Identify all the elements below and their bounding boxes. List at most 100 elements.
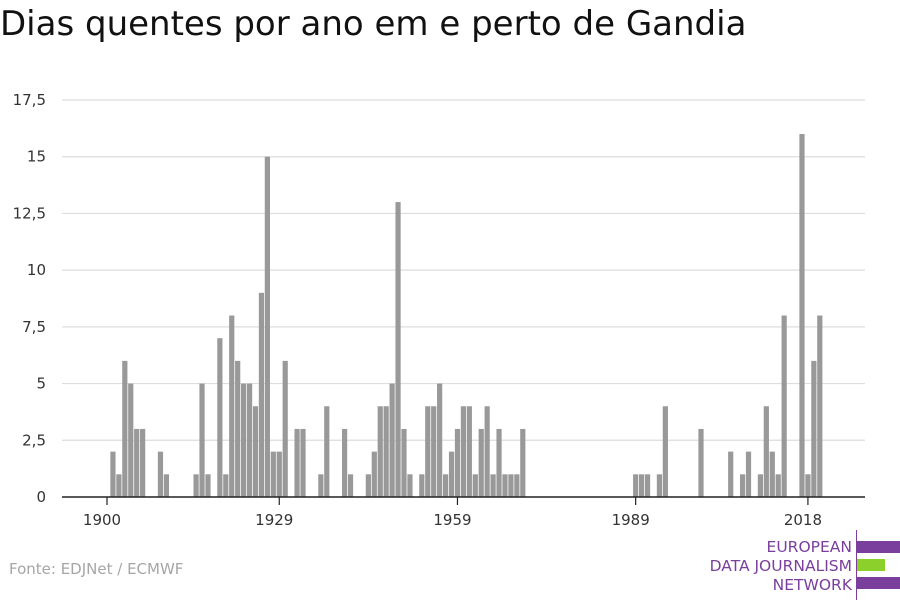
- bar-2005: [728, 451, 734, 497]
- bar-2011: [763, 406, 769, 497]
- logo-bar-bottom: [857, 577, 900, 589]
- bar-1966: [496, 428, 502, 497]
- bar-1970: [520, 428, 526, 497]
- bar-1941: [347, 474, 354, 497]
- bar-1962: [472, 474, 478, 497]
- bar-1994: [662, 406, 668, 497]
- bar-2008: [745, 451, 752, 497]
- bar-1954: [425, 406, 431, 497]
- bar-1989: [633, 474, 639, 497]
- chart-title: Dias quentes por ano em e perto de Gandi…: [0, 4, 747, 44]
- bar-1924: [246, 383, 253, 497]
- bar-2014: [781, 315, 787, 497]
- edjnet-logo: EUROPEAN DATA JOURNALISM NETWORK: [700, 530, 900, 600]
- bar-1960: [460, 406, 466, 497]
- logo-divider: [856, 530, 857, 600]
- bar-1961: [466, 406, 472, 497]
- bar-1925: [252, 406, 259, 497]
- bar-1915: [193, 474, 199, 497]
- bar-1901: [110, 451, 116, 497]
- logo-line-3: NETWORK: [772, 576, 852, 594]
- x-tick-label: 2018: [784, 511, 822, 529]
- bar-1950: [401, 428, 407, 497]
- source-note: Fonte: EDJNet / ECMWF: [9, 560, 184, 578]
- bar-1948: [389, 383, 395, 497]
- bar-1946: [377, 406, 383, 497]
- bar-1917: [205, 474, 211, 497]
- bar-2007: [739, 474, 746, 497]
- bar-1947: [383, 406, 389, 497]
- bar-2019: [811, 360, 817, 497]
- bars: [110, 134, 823, 498]
- bar-1922: [235, 360, 241, 497]
- bar-1991: [644, 474, 651, 497]
- y-tick-label: 17,5: [13, 91, 46, 109]
- bar-1932: [294, 428, 300, 497]
- bar-2020: [817, 315, 823, 497]
- bar-1957: [442, 474, 449, 497]
- bar-1921: [229, 315, 235, 497]
- bar-1933: [300, 428, 306, 497]
- bar-1993: [656, 474, 663, 497]
- bar-1916: [199, 383, 205, 497]
- bar-1940: [342, 428, 348, 497]
- y-tick-label: 2,5: [22, 431, 46, 449]
- logo-bar-middle: [857, 559, 885, 571]
- x-tick-label: 1959: [433, 511, 471, 529]
- bar-2000: [698, 428, 704, 497]
- bar-1937: [324, 406, 330, 497]
- bar-1990: [639, 474, 645, 497]
- y-axis-labels: 0 2,5 5 7,5 10 12,5 15 17,5: [13, 91, 46, 506]
- y-tick-label: 5: [36, 375, 46, 393]
- bar-1923: [241, 383, 247, 497]
- bar-1945: [371, 451, 377, 497]
- gridlines: [62, 99, 865, 441]
- bar-1956: [437, 383, 443, 497]
- bar-1926: [258, 292, 265, 497]
- bar-1964: [484, 406, 490, 497]
- y-tick-label: 7,5: [22, 318, 46, 336]
- bar-1944: [365, 474, 371, 497]
- x-tick-label: 1989: [612, 511, 650, 529]
- bar-2012: [769, 451, 775, 497]
- bar-1930: [282, 360, 288, 497]
- bar-1965: [490, 474, 496, 497]
- bar-1949: [395, 202, 401, 498]
- bar-1928: [270, 451, 276, 497]
- logo-text: EUROPEAN DATA JOURNALISM NETWORK: [710, 538, 852, 595]
- y-tick-label: 0: [36, 488, 46, 506]
- bar-1967: [502, 474, 508, 497]
- bar-1963: [478, 428, 484, 497]
- bar-1951: [407, 474, 413, 497]
- bar-1958: [448, 451, 455, 497]
- bar-1929: [276, 451, 282, 497]
- bar-1909: [157, 451, 164, 497]
- bar-2017: [799, 134, 805, 497]
- bar-1902: [116, 474, 122, 497]
- logo-line-1: EUROPEAN: [766, 538, 852, 556]
- bar-1920: [223, 474, 229, 497]
- logo-line-2: DATA JOURNALISM: [709, 557, 852, 575]
- bar-1936: [318, 474, 324, 497]
- bar-1969: [514, 474, 520, 497]
- bar-2010: [757, 474, 763, 497]
- bar-2018: [805, 474, 811, 497]
- bar-2013: [775, 474, 781, 497]
- bar-1968: [508, 474, 514, 497]
- logo-bar-top: [857, 541, 900, 553]
- bar-1919: [217, 338, 223, 497]
- bar-1910: [163, 474, 169, 497]
- bar-1904: [128, 383, 134, 497]
- y-tick-label: 15: [27, 148, 46, 166]
- bar-1906: [140, 428, 146, 497]
- bar-1953: [419, 474, 425, 497]
- bar-1955: [431, 406, 437, 497]
- bar-1903: [122, 360, 128, 497]
- y-tick-label: 10: [27, 261, 46, 279]
- x-tick-label: 1929: [255, 511, 293, 529]
- bar-1905: [134, 428, 140, 497]
- y-tick-label: 12,5: [13, 204, 46, 222]
- bar-1959: [454, 428, 461, 497]
- x-axis-labels: 1900 1929 1959 1989 2018: [83, 497, 822, 529]
